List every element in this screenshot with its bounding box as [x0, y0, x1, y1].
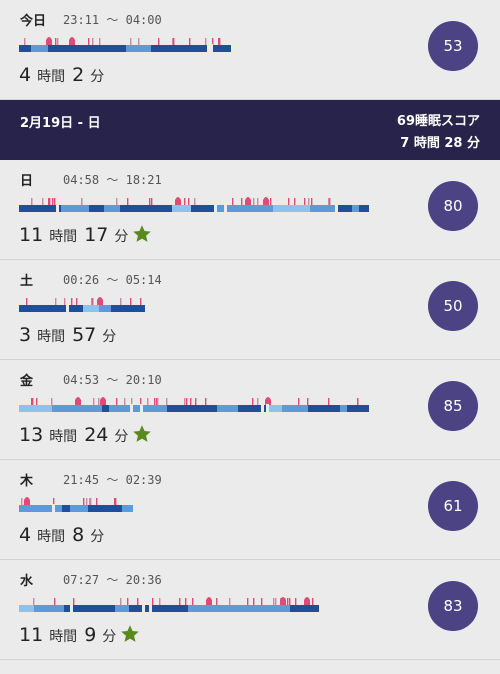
sleep-score-badge: 53: [428, 21, 478, 71]
entry-duration: 11 時間 17 分: [19, 224, 152, 246]
entry-duration: 11 時間 9 分: [19, 624, 140, 646]
entry-day: 土: [20, 274, 34, 289]
sleep-stage-bar: [19, 197, 369, 213]
day-summary-header: 2月19日 - 日 69睡眠スコア 7 時間 28 分: [0, 100, 500, 160]
entry-time-range: 21:45 〜 02:39: [63, 473, 162, 487]
star-icon: [133, 225, 152, 242]
sleep-entry-0[interactable]: 日 04:58 〜 18:21 11 時間 17 分 80: [0, 160, 500, 260]
summary-date: 2月19日 - 日: [20, 116, 101, 131]
summary-score: 69睡眠スコア: [396, 114, 480, 129]
entry-day: 日: [20, 174, 34, 189]
sleep-score-badge: 83: [428, 581, 478, 631]
sleep-stage-bar: [19, 297, 145, 313]
sleep-stage-bar: [19, 597, 319, 613]
summary-total-time: 7 時間 28 分: [400, 136, 480, 151]
entry-time-range: 23:11 〜 04:00: [63, 13, 162, 27]
sleep-score-badge: 61: [428, 481, 478, 531]
entry-time-range: 04:58 〜 18:21: [63, 173, 162, 187]
sleep-entry-2[interactable]: 金 04:53 〜 20:10 13 時間 24 分 85: [0, 360, 500, 460]
sleep-score-badge: 85: [428, 381, 478, 431]
sleep-stage-bar: [19, 397, 369, 413]
sleep-entry-4[interactable]: 水 07:27 〜 20:36 11 時間 9 分 83: [0, 560, 500, 660]
sleep-entry-3[interactable]: 木 21:45 〜 02:39 4 時間 8 分 61: [0, 460, 500, 560]
entry-duration: 13 時間 24 分: [19, 424, 152, 446]
sleep-score-badge: 80: [428, 181, 478, 231]
sleep-score-badge: 50: [428, 281, 478, 331]
entry-day: 金: [20, 374, 34, 389]
star-icon: [133, 425, 152, 442]
sleep-entry-today[interactable]: 今日 23:11 〜 04:00 4 時間 2 分 53: [0, 0, 500, 100]
entry-time-range: 07:27 〜 20:36: [63, 573, 162, 587]
entry-day: 水: [20, 574, 34, 589]
entry-time-range: 00:26 〜 05:14: [63, 273, 162, 287]
sleep-stage-bar: [19, 37, 231, 53]
entry-duration: 4 時間 8 分: [19, 524, 105, 546]
star-icon: [121, 625, 140, 642]
sleep-stage-bar: [19, 497, 133, 513]
entry-duration: 4 時間 2 分: [19, 64, 105, 86]
entry-day: 木: [20, 474, 34, 489]
entry-day: 今日: [20, 14, 47, 29]
sleep-entry-1[interactable]: 土 00:26 〜 05:14 3 時間 57 分 50: [0, 260, 500, 360]
entry-duration: 3 時間 57 分: [19, 324, 117, 346]
entry-time-range: 04:53 〜 20:10: [63, 373, 162, 387]
